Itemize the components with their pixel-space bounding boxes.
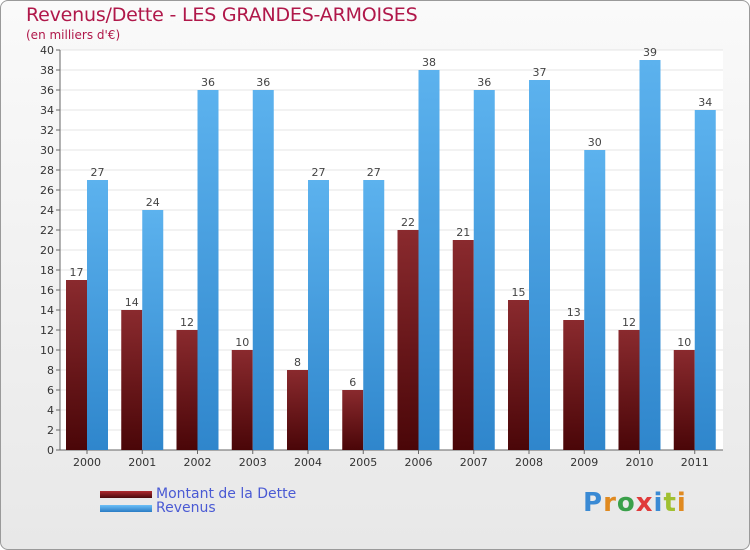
y-tick-label: 26 (40, 184, 54, 197)
y-tick-label: 10 (40, 344, 54, 357)
data-label-dette: 6 (349, 376, 356, 389)
bar-revenus (87, 180, 108, 450)
chart-subtitle: (en milliers d'€) (26, 28, 121, 42)
data-label-revenus: 27 (312, 166, 326, 179)
y-tick-label: 8 (47, 364, 54, 377)
y-tick-label: 20 (40, 244, 54, 257)
bar-revenus (584, 150, 606, 450)
bar-dette (452, 240, 474, 450)
data-label-revenus: 27 (91, 166, 105, 179)
x-tick-label: 2005 (349, 456, 377, 469)
y-tick-label: 28 (40, 164, 54, 177)
y-tick-label: 22 (40, 224, 54, 237)
bar-dette (673, 350, 695, 450)
y-tick-label: 6 (47, 384, 54, 397)
bar-revenus (418, 70, 440, 450)
chart-title: Revenus/Dette - LES GRANDES-ARMOISES (26, 4, 418, 26)
bar-dette (66, 280, 87, 450)
data-label-revenus: 36 (201, 76, 215, 89)
bar-dette (397, 230, 419, 450)
x-tick-label: 2010 (626, 456, 654, 469)
data-label-revenus: 37 (533, 66, 547, 79)
y-tick-label: 18 (40, 264, 54, 277)
bar-revenus (142, 210, 164, 450)
legend-item-dette: Montant de la Dette (100, 486, 297, 502)
data-label-dette: 21 (456, 226, 470, 239)
x-tick-label: 2001 (128, 456, 156, 469)
x-tick-label: 2000 (73, 456, 101, 469)
bar-dette (508, 300, 529, 450)
y-tick-label: 2 (47, 424, 54, 437)
logo-letter: o (616, 488, 636, 518)
data-label-dette: 12 (622, 316, 636, 329)
logo-letter: i (676, 488, 687, 518)
bar-revenus (473, 90, 495, 450)
bar-dette (231, 350, 253, 450)
legend-swatch-dette (100, 490, 152, 498)
y-tick-label: 4 (47, 404, 54, 417)
x-tick-label: 2008 (515, 456, 543, 469)
data-label-revenus: 39 (643, 46, 657, 59)
logo-letter: x (635, 488, 654, 518)
x-tick-label: 2007 (460, 456, 488, 469)
data-label-dette: 8 (294, 356, 301, 369)
data-label-dette: 13 (567, 306, 581, 319)
bar-dette (121, 310, 143, 450)
data-label-revenus: 34 (698, 96, 712, 109)
data-label-dette: 10 (235, 336, 249, 349)
x-tick-label: 2003 (239, 456, 267, 469)
bar-dette (176, 330, 198, 450)
y-tick-label: 14 (40, 304, 54, 317)
data-label-dette: 10 (677, 336, 691, 349)
legend-label-dette: Montant de la Dette (156, 486, 297, 502)
bar-revenus (639, 60, 661, 450)
data-label-revenus: 27 (367, 166, 381, 179)
y-tick-label: 16 (40, 284, 54, 297)
bar-revenus (363, 180, 385, 450)
data-label-revenus: 38 (422, 56, 436, 69)
logo-letter: i (653, 488, 664, 518)
data-label-dette: 15 (512, 286, 526, 299)
y-tick-label: 30 (40, 144, 54, 157)
bar-revenus (694, 110, 716, 450)
logo-letter: P (583, 488, 604, 518)
y-tick-label: 36 (40, 84, 54, 97)
bar-revenus (308, 180, 329, 450)
bar-dette (618, 330, 640, 450)
legend-swatch-revenus (100, 504, 152, 512)
bar-revenus (529, 80, 550, 450)
proxiti-logo: Proxiti (583, 488, 687, 518)
data-label-revenus: 36 (477, 76, 491, 89)
data-label-revenus: 30 (588, 136, 602, 149)
data-label-revenus: 24 (146, 196, 160, 209)
logo-letter: t (663, 488, 677, 518)
data-label-dette: 22 (401, 216, 415, 229)
data-label-dette: 12 (180, 316, 194, 329)
y-tick-label: 34 (40, 104, 54, 117)
x-tick-label: 2011 (681, 456, 709, 469)
bar-revenus (252, 90, 274, 450)
x-tick-label: 2009 (570, 456, 598, 469)
y-tick-label: 0 (47, 444, 54, 457)
y-tick-label: 12 (40, 324, 54, 337)
x-tick-label: 2004 (294, 456, 322, 469)
data-label-dette: 17 (70, 266, 84, 279)
y-tick-label: 32 (40, 124, 54, 137)
x-tick-label: 2002 (184, 456, 212, 469)
bar-revenus (197, 90, 219, 450)
bar-dette (342, 390, 364, 450)
logo-letter: r (603, 488, 617, 518)
y-tick-label: 24 (40, 204, 54, 217)
legend-item-revenus: Revenus (100, 500, 216, 516)
bar-dette (287, 370, 308, 450)
y-tick-label: 40 (40, 44, 54, 57)
bar-dette (563, 320, 585, 450)
legend-label-revenus: Revenus (156, 500, 216, 516)
data-label-dette: 14 (125, 296, 139, 309)
data-label-revenus: 36 (256, 76, 270, 89)
y-tick-label: 38 (40, 64, 54, 77)
x-tick-label: 2006 (405, 456, 433, 469)
